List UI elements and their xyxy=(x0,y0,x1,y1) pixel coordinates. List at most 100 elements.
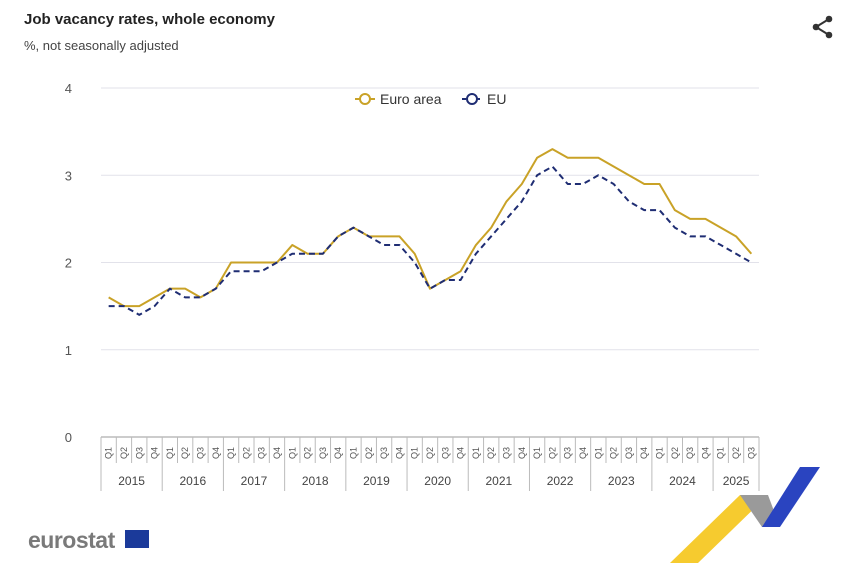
quarter-label: Q4 xyxy=(517,447,527,459)
year-label: 2016 xyxy=(179,474,206,488)
year-label: 2019 xyxy=(363,474,390,488)
series-line-eu xyxy=(108,165,752,316)
chart-title: Job vacancy rates, whole economy xyxy=(24,11,275,28)
data-point xyxy=(656,206,664,214)
quarter-label: Q4 xyxy=(394,447,404,459)
data-point xyxy=(105,302,113,310)
y-tick-label: 0 xyxy=(65,430,72,445)
quarter-label: Q3 xyxy=(563,447,573,459)
quarter-label: Q1 xyxy=(287,447,297,459)
quarter-label: Q2 xyxy=(486,447,496,459)
data-point xyxy=(533,171,541,179)
series-line-euro-area xyxy=(108,148,753,308)
quarter-label: Q4 xyxy=(150,447,160,459)
y-tick-label: 2 xyxy=(65,256,72,271)
quarter-label: Q1 xyxy=(532,447,542,459)
data-point xyxy=(564,180,572,188)
quarter-label: Q4 xyxy=(272,447,282,459)
data-point xyxy=(395,232,403,240)
data-point xyxy=(166,285,174,293)
data-point xyxy=(503,197,511,205)
data-point xyxy=(701,232,709,240)
data-point xyxy=(273,259,281,267)
data-point xyxy=(411,250,419,258)
quarter-label: Q3 xyxy=(502,447,512,459)
data-point xyxy=(640,206,648,214)
data-point xyxy=(380,241,388,249)
data-point xyxy=(717,241,725,249)
share-icon[interactable] xyxy=(810,14,836,40)
data-point xyxy=(671,206,679,214)
quarter-label: Q1 xyxy=(165,447,175,459)
quarter-label: Q2 xyxy=(241,447,251,459)
y-tick-label: 3 xyxy=(65,168,72,183)
data-point xyxy=(288,250,296,258)
data-point xyxy=(380,232,388,240)
quarter-label: Q3 xyxy=(746,447,756,459)
quarter-label: Q1 xyxy=(471,447,481,459)
year-label: 2020 xyxy=(424,474,451,488)
quarter-label: Q1 xyxy=(104,447,114,459)
chart-subtitle: %, not seasonally adjusted xyxy=(24,38,179,53)
data-point xyxy=(457,276,465,284)
data-point xyxy=(181,285,189,293)
data-point xyxy=(349,224,357,232)
quarter-label: Q4 xyxy=(456,447,466,459)
data-point xyxy=(701,215,709,223)
quarter-label: Q3 xyxy=(195,447,205,459)
data-point xyxy=(288,241,296,249)
year-label: 2024 xyxy=(669,474,696,488)
quarter-label: Q3 xyxy=(257,447,267,459)
quarter-label: Q2 xyxy=(547,447,557,459)
data-point xyxy=(181,293,189,301)
data-point xyxy=(747,250,755,258)
eurostat-logo: eurostat xyxy=(28,527,115,553)
data-point xyxy=(258,259,266,267)
data-point xyxy=(457,267,465,275)
legend-label: EU xyxy=(487,91,506,107)
data-point xyxy=(732,250,740,258)
data-point xyxy=(487,232,495,240)
quarter-label: Q3 xyxy=(685,447,695,459)
data-point xyxy=(610,163,618,171)
data-point xyxy=(258,267,266,275)
year-label: 2017 xyxy=(241,474,268,488)
quarter-label: Q1 xyxy=(593,447,603,459)
data-point xyxy=(365,232,373,240)
data-point xyxy=(120,302,128,310)
quarter-label: Q1 xyxy=(348,447,358,459)
y-tick-label: 1 xyxy=(65,343,72,358)
data-point xyxy=(548,163,556,171)
data-point xyxy=(334,232,342,240)
year-label: 2023 xyxy=(608,474,635,488)
data-point xyxy=(717,224,725,232)
data-point xyxy=(395,241,403,249)
data-point xyxy=(487,224,495,232)
y-tick-label: 4 xyxy=(65,81,72,96)
quarter-label: Q2 xyxy=(119,447,129,459)
quarter-label: Q2 xyxy=(180,447,190,459)
legend-marker xyxy=(359,93,371,105)
data-point xyxy=(105,293,113,301)
data-point xyxy=(625,197,633,205)
quarter-label: Q4 xyxy=(639,447,649,459)
year-label: 2018 xyxy=(302,474,329,488)
data-point xyxy=(686,232,694,240)
data-point xyxy=(747,259,755,267)
data-point xyxy=(594,154,602,162)
data-point xyxy=(579,154,587,162)
legend-label: Euro area xyxy=(380,91,442,107)
quarter-label: Q1 xyxy=(226,447,236,459)
data-point xyxy=(135,302,143,310)
data-point xyxy=(686,215,694,223)
year-label: 2022 xyxy=(547,474,574,488)
data-point xyxy=(579,180,587,188)
quarter-label: Q4 xyxy=(333,447,343,459)
data-point xyxy=(533,154,541,162)
quarter-label: Q4 xyxy=(700,447,710,459)
data-point xyxy=(472,250,480,258)
data-point xyxy=(518,197,526,205)
quarter-label: Q4 xyxy=(578,447,588,459)
quarter-label: Q3 xyxy=(440,447,450,459)
data-point xyxy=(135,311,143,319)
